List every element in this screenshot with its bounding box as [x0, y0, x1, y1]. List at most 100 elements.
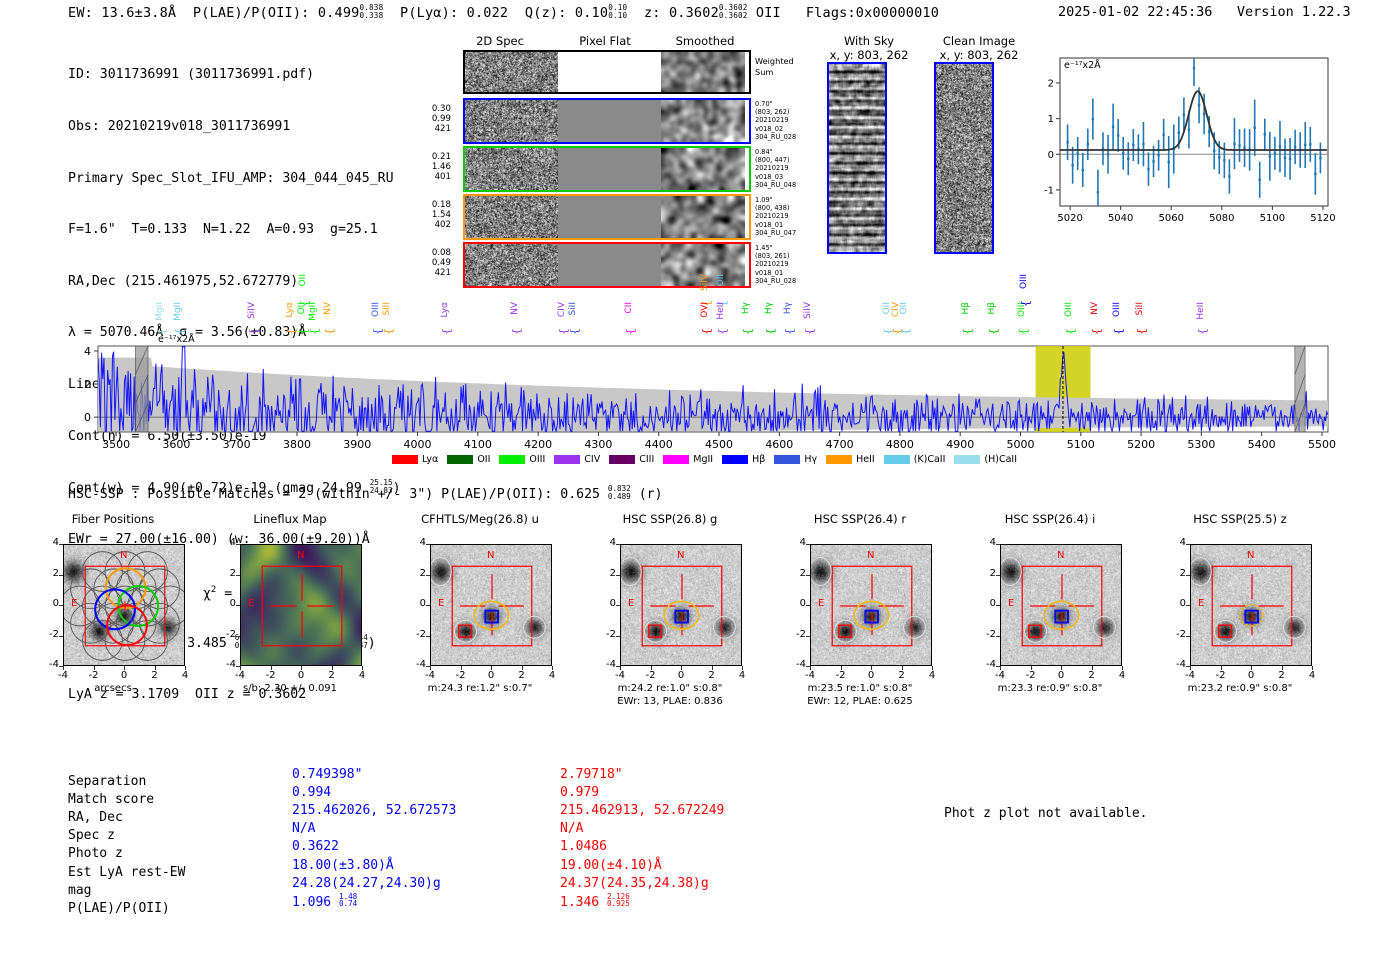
cutout-xtick: 0: [487, 670, 495, 681]
svg-text:3800: 3800: [283, 438, 311, 451]
cutout-ytick-mark: [996, 666, 1000, 667]
cutout-xtick-mark: [620, 666, 621, 670]
legend-label: MgII: [693, 453, 714, 465]
compass-east: E: [628, 598, 635, 609]
z-range: 0.3602 0.3602: [718, 3, 748, 20]
cutout-xtick-mark: [810, 666, 811, 670]
emission-line-bracket: {: [1063, 328, 1077, 335]
cutout-xtick: -2: [455, 670, 466, 681]
svg-text:4400: 4400: [645, 438, 673, 451]
weighted-sum-row: [463, 50, 751, 94]
cutout-ytick: 4: [609, 537, 616, 548]
cutout-image[interactable]: [1190, 544, 1312, 666]
cutout-image[interactable]: [63, 544, 185, 666]
cutout-caption-primary: arcsecs: [94, 683, 132, 694]
svg-text:4300: 4300: [584, 438, 612, 451]
cutout-title: Lineflux Map: [253, 512, 327, 526]
cutout-title: HSC SSP(26.8) g: [622, 512, 718, 526]
compass-east: E: [438, 598, 445, 609]
cutout-image[interactable]: [430, 544, 552, 666]
cutout-ytick-mark: [806, 666, 810, 667]
legend-swatch: [826, 454, 853, 464]
spectrum-unit-label: e⁻¹⁷x2Å: [158, 334, 195, 345]
cutout-ytick-mark: [236, 605, 240, 606]
cutout-panel: HSC SSP(26.4) r N E 4 2 0 -2 -4 -4 -2 0 2 4 m:23.5 re…: [770, 512, 950, 727]
match-table-label: P(LAE)/P(OII): [68, 900, 170, 916]
emission-line-bracket: {: [567, 328, 581, 335]
with-sky-title: With Sky: [843, 34, 895, 48]
spec2d-col-title-2dspec: 2D Spec: [476, 34, 524, 48]
emission-line-label: OIII: [370, 302, 381, 318]
emission-line-label: HeII: [716, 302, 727, 320]
match-table-value-secondary: 1.0486: [560, 839, 607, 855]
emission-line-label: MgII: [172, 302, 183, 321]
cutout-xtick-mark: [1251, 666, 1252, 670]
emission-line-label: OIII: [1111, 302, 1122, 318]
match-table-value-secondary: 0.979: [560, 785, 600, 801]
match-table-value-secondary: N/A: [560, 821, 584, 837]
cutout-ytick-mark: [1186, 544, 1190, 545]
match-table-label: Spec z: [68, 828, 115, 844]
spec2d-row-metrics: 0.08 0.49 421: [431, 248, 451, 279]
cutout-ytick: -2: [796, 628, 806, 640]
cutout-ytick-mark: [236, 635, 240, 637]
hsc-plae-range: 0.832 0.489: [607, 484, 631, 501]
cutout-xtick: -4: [235, 670, 245, 681]
cutout-xtick-mark: [681, 666, 682, 670]
cutout-ytick-mark: [806, 635, 810, 637]
cutout-ytick-mark: [996, 544, 1000, 545]
cutout-ytick: 0: [1179, 598, 1186, 609]
cutout-ytick: -4: [796, 659, 806, 670]
legend-item: Hγ: [774, 454, 817, 465]
cutout-image[interactable]: [620, 544, 742, 666]
cutout-ytick: -2: [226, 628, 236, 640]
legend-item: Hβ: [722, 454, 765, 465]
cutout-xtick-mark: [124, 666, 125, 670]
svg-text:3600: 3600: [162, 438, 190, 451]
compass-north: N: [297, 550, 305, 561]
svg-text:3900: 3900: [343, 438, 371, 451]
cutout-ytick: -2: [416, 628, 426, 640]
legend-item: (K)CaII: [883, 454, 945, 465]
cutout-ytick-mark: [426, 574, 430, 576]
cutout-xtick-mark: [491, 666, 492, 670]
cutout-xtick: -2: [835, 670, 846, 681]
plae-label: P(LAE)/P(OII):: [192, 5, 310, 22]
cutout-overlay: [621, 557, 736, 647]
emission-line-label: MgII: [308, 302, 319, 321]
cutout-ytick-mark: [59, 666, 63, 667]
cutout-panel: CFHTLS/Meg(26.8) u N E 4 2 0 -2 -4 -4 -2 0 2 4 m:24.3…: [390, 512, 570, 727]
cutout-xtick-mark: [301, 666, 302, 670]
svg-text:5400: 5400: [1248, 438, 1276, 451]
cutout-xtick-mark: [1190, 666, 1191, 670]
emission-line-bracket: {: [1134, 328, 1148, 335]
cutout-ytick-mark: [996, 605, 1000, 606]
cutout-ytick: 0: [989, 598, 996, 609]
emission-line-label: Hγ: [764, 302, 775, 315]
cutout-ytick-mark: [426, 605, 430, 606]
cutout-xtick-mark: [240, 666, 241, 670]
cutout-xtick: -2: [88, 670, 99, 681]
cutout-ytick-mark: [996, 574, 1000, 576]
emission-line-bracket: {: [1017, 328, 1031, 335]
cutout-panel: HSC SSP(25.5) z N E 4 2 0 -2 -4 -4 -2 0 2 4 m:23.2 re…: [1150, 512, 1330, 727]
cutout-image[interactable]: [1000, 544, 1122, 666]
cutout-xtick: 4: [928, 670, 936, 681]
match-table-value-secondary: 24.37(24.35,24.38)g: [560, 875, 709, 891]
svg-text:5060: 5060: [1159, 213, 1184, 224]
cutout-xtick: 2: [328, 670, 335, 681]
svg-text:4800: 4800: [886, 438, 914, 451]
match-table-value-primary: N/A: [292, 821, 316, 837]
cutout-panel: HSC SSP(26.4) i N E 4 2 0 -2 -4 -4 -2 0 2 4 m:23.3 re…: [960, 512, 1140, 727]
svg-text:4600: 4600: [765, 438, 793, 451]
legend-item: HeII: [826, 454, 875, 465]
qz-label: Q(z):: [524, 5, 567, 22]
cutout-caption-secondary: EWr: 12, PLAE: 0.625: [807, 696, 913, 707]
legend-label: CIII: [639, 453, 655, 465]
spec2d-row-meta: 1.45" (803, 261) 20210219 v018_01 304_RU_028: [755, 244, 797, 285]
cutout-image[interactable]: [810, 544, 932, 666]
cutout-xtick: 2: [708, 670, 715, 681]
info-radec: RA,Dec (215.461975,52.672779): [68, 273, 299, 289]
cutout-ytick: 2: [609, 567, 616, 579]
cutout-image[interactable]: [240, 544, 362, 666]
